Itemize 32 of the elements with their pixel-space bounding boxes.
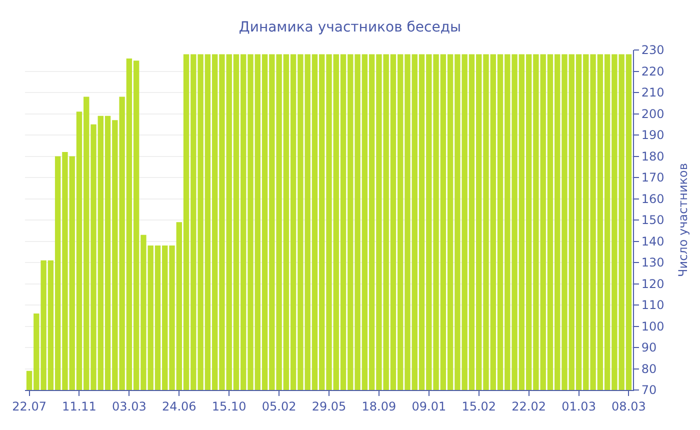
- y-tick-label: 180: [641, 149, 664, 164]
- x-tick-label: 08.03: [612, 399, 646, 414]
- y-tick-label: 140: [641, 234, 664, 248]
- y-tick-label: 230: [641, 43, 664, 58]
- x-tick-label: 22.07: [12, 399, 46, 414]
- y-tick-label: 120: [641, 276, 664, 291]
- x-tick-label: 29.05: [312, 399, 346, 414]
- y-tick-label: 200: [641, 106, 664, 121]
- y-tick-label: 110: [641, 298, 664, 312]
- y-tick-label: 210: [641, 86, 664, 100]
- chart-title: Динамика участников беседы: [238, 19, 462, 36]
- y-tick-label: 100: [641, 319, 664, 334]
- x-tick-label: 11.11: [62, 399, 96, 414]
- x-tick-label: 22.02: [512, 399, 546, 414]
- x-tick-label: 18.09: [362, 399, 396, 414]
- y-tick-label: 90: [641, 340, 657, 355]
- y-axis-title: Число участников: [676, 163, 690, 277]
- y-tick-label: 80: [641, 362, 657, 376]
- y-tick-label: 70: [641, 383, 657, 398]
- x-tick-label: 01.03: [562, 399, 596, 414]
- y-tick-label: 220: [641, 64, 664, 78]
- x-tick-label: 15.02: [462, 399, 496, 414]
- y-tick-label: 170: [641, 170, 664, 185]
- y-tick-label: 190: [641, 128, 664, 142]
- y-tick-label: 160: [641, 192, 664, 206]
- x-tick-label: 24.06: [162, 399, 196, 414]
- x-tick-label: 03.03: [112, 399, 146, 414]
- x-tick-label: 05.02: [262, 399, 296, 414]
- x-tick-label: 15.10: [212, 399, 246, 414]
- y-tick-label: 150: [641, 213, 664, 228]
- x-tick-label: 09.01: [412, 399, 446, 414]
- y-tick-label: 130: [641, 256, 664, 270]
